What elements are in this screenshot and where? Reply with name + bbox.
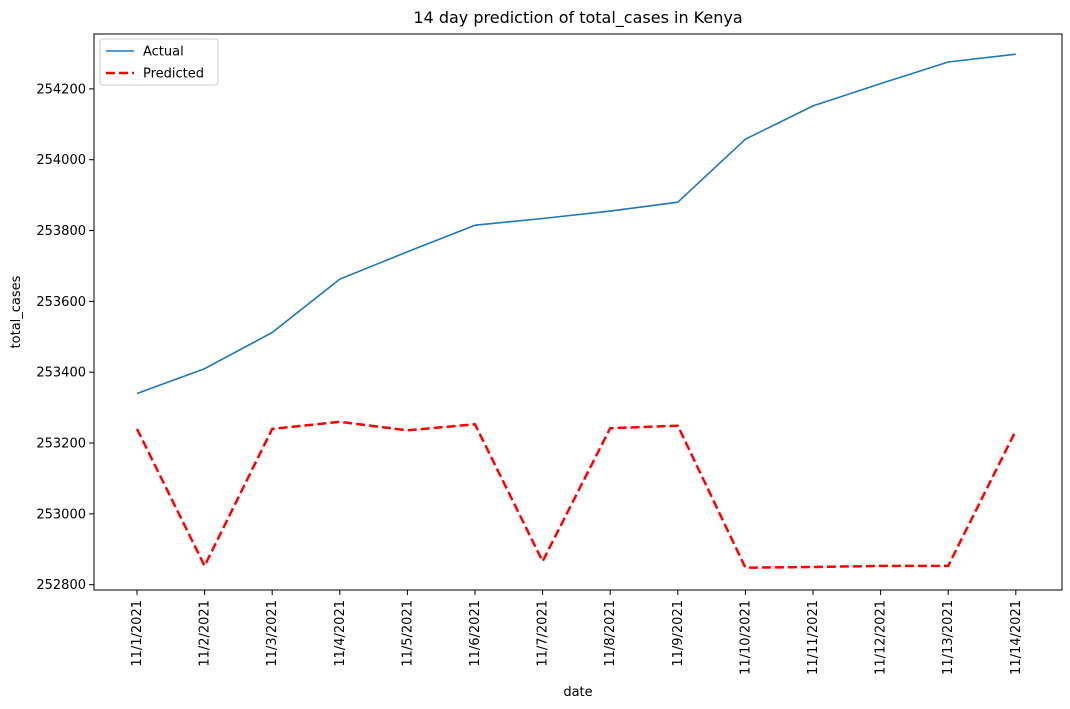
chart-title: 14 day prediction of total_cases in Keny… — [413, 8, 742, 28]
plot-frame — [93, 33, 1063, 591]
x-tick-label: 11/6/2021 — [468, 600, 483, 667]
plot-area — [135, 53, 1017, 569]
x-tick-label: 11/5/2021 — [400, 600, 415, 667]
x-axis: 11/1/2021 11/2/2021 11/3/2021 11/4/2021 11/5… — [130, 590, 1024, 675]
x-axis-label: date — [563, 685, 592, 700]
x-tick-label: 11/10/2021 — [738, 600, 753, 675]
legend-label-predicted: Predicted — [143, 67, 204, 82]
x-tick-label: 11/11/2021 — [806, 600, 821, 675]
y-tick-label: 253400 — [36, 366, 86, 381]
series-line-actual — [136, 53, 1016, 395]
y-axis: 252800 253000 253200 253400 253600 253800 2540… — [36, 82, 94, 593]
x-tick-label: 11/2/2021 — [198, 600, 213, 667]
y-tick-label: 253600 — [36, 295, 86, 310]
legend: Actual Predicted — [99, 38, 219, 86]
x-tick-label: 11/3/2021 — [265, 600, 280, 667]
x-tick-label: 11/12/2021 — [874, 600, 889, 675]
legend-label-actual: Actual — [143, 45, 184, 60]
x-tick-label: 11/14/2021 — [1009, 600, 1024, 675]
y-tick-label: 254200 — [36, 82, 86, 97]
y-tick-label: 254000 — [36, 153, 86, 168]
x-tick-label: 11/7/2021 — [536, 600, 551, 667]
y-axis-label: total_cases — [9, 275, 24, 348]
y-tick-label: 253200 — [36, 437, 86, 452]
x-tick-label: 11/4/2021 — [333, 600, 348, 667]
x-tick-label: 11/13/2021 — [941, 600, 956, 675]
y-tick-label: 252800 — [36, 578, 86, 593]
series-line-predicted — [135, 420, 1017, 569]
y-tick-label: 253800 — [36, 224, 86, 239]
y-tick-label: 253000 — [36, 507, 86, 522]
x-tick-label: 11/8/2021 — [603, 600, 618, 667]
x-tick-label: 11/9/2021 — [671, 600, 686, 667]
x-tick-label: 11/1/2021 — [130, 600, 145, 667]
